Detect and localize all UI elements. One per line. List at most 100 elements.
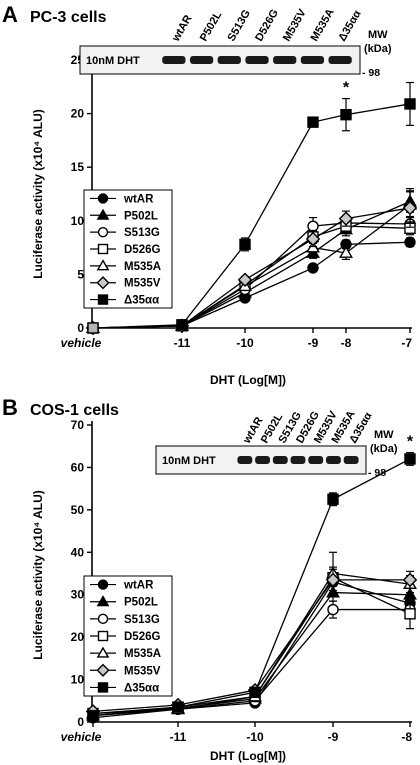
data-point (404, 453, 416, 465)
legend-marker (97, 613, 109, 625)
series-5 (85, 188, 418, 336)
data-point (172, 701, 184, 713)
blot-band (300, 56, 325, 64)
blot-lane-label: S513G (225, 8, 253, 44)
data-point (87, 709, 99, 722)
panel-title: COS-1 cells (30, 402, 119, 419)
data-point (402, 200, 418, 216)
y-tick-label: 20 (71, 107, 85, 121)
y-tick-label: 15 (71, 160, 85, 174)
data-point (237, 272, 253, 287)
y-tick-label: 5 (77, 267, 84, 281)
legend-label: M535A (124, 648, 161, 660)
series-line (92, 103, 411, 329)
legend-marker (97, 226, 109, 238)
mw-unit: (kDa) (364, 43, 392, 55)
data-point (87, 322, 99, 334)
x-tick-label: -11 (170, 730, 187, 744)
blot-band (343, 456, 359, 464)
blot-band (255, 456, 271, 464)
legend-marker (96, 276, 110, 290)
x-tick-label: -11 (174, 336, 191, 350)
data-point (176, 319, 188, 331)
blot-band (290, 456, 306, 464)
x-axis-label: DHT (Log[M]) (210, 373, 286, 387)
y-tick-label: 50 (71, 503, 85, 517)
x-axis-label: DHT (Log[M]) (210, 749, 286, 763)
significance-star: * (343, 80, 350, 97)
y-tick-label: 0 (77, 321, 84, 335)
legend-label: Δ35αα (124, 682, 159, 694)
series-line (92, 207, 411, 329)
blot-band (189, 56, 214, 64)
panel-B: B COS-1 cells 0 10 20 30 40 50 60 70 vehicle -11 -10… (2, 395, 418, 763)
x-tick-label: -9 (308, 336, 319, 350)
legend-label: P502L (124, 210, 158, 222)
blot-band (245, 56, 269, 64)
x-tick-label: vehicle (61, 336, 102, 350)
legend: wtAR P502L S513G D526G M535A M535V Δ35αα (83, 575, 173, 697)
legend-label: S513G (124, 614, 160, 626)
data-point (307, 116, 319, 128)
blot-band (272, 456, 288, 464)
legend-label: M535V (124, 665, 161, 677)
legend-marker (97, 682, 109, 693)
legend-label: S513G (124, 227, 160, 239)
data-point (339, 245, 353, 258)
legend-marker (97, 294, 109, 305)
legend-label: P502L (124, 597, 158, 609)
data-point (249, 686, 261, 698)
y-tick-label: 60 (71, 460, 85, 474)
y-tick-label: 0 (77, 715, 84, 729)
blot-lane-label: M535A (309, 7, 337, 44)
y-axis-label: Luciferase activity (x10⁴ ALU) (31, 109, 45, 279)
mw-header: MW (374, 429, 394, 441)
y-tick-label: 30 (71, 588, 85, 602)
blot-band (308, 456, 324, 464)
panel-title: PC-3 cells (30, 9, 107, 26)
legend-marker (96, 208, 110, 220)
legend-label: M535A (124, 261, 161, 273)
x-tick-label: -10 (236, 336, 254, 350)
data-point (239, 238, 251, 251)
data-point (340, 108, 352, 121)
legend-marker (97, 193, 109, 204)
y-tick-label: 10 (71, 214, 85, 228)
legend-label: Δ35αα (124, 295, 159, 307)
data-point (307, 220, 319, 232)
legend-label: M535V (124, 278, 161, 290)
legend-marker (97, 579, 109, 590)
blot-lane-label: D526G (253, 7, 281, 43)
x-tick-label: -7 (401, 336, 412, 350)
blot-band (273, 56, 297, 64)
y-tick-label: 20 (71, 630, 85, 644)
panel-letter: B (2, 395, 18, 420)
mw-marker: - 98 (368, 467, 386, 479)
x-tick-label: -10 (246, 730, 264, 744)
legend-marker (97, 630, 109, 642)
y-tick-label: 10 (71, 673, 85, 687)
blot-lane-label: P502L (198, 9, 225, 43)
data-point (404, 608, 416, 620)
legend-marker (96, 646, 110, 658)
blot-lane-label: M535V (281, 7, 309, 44)
y-axis-label: Luciferase activity (x10⁴ ALU) (31, 490, 45, 660)
data-point (327, 603, 339, 616)
legend-label: D526G (124, 244, 160, 256)
legend-marker (96, 663, 110, 677)
x-tick-label: vehicle (61, 730, 102, 744)
blot-condition-label: 10nM DHT (86, 55, 140, 67)
blot-band (328, 56, 352, 64)
mw-marker: - 98 (362, 67, 380, 79)
blot-band (237, 456, 253, 464)
blot-condition-label: 10nM DHT (162, 455, 216, 467)
legend-label: D526G (124, 631, 160, 643)
data-point (402, 572, 418, 588)
data-point (404, 98, 416, 110)
mw-unit: (kDa) (370, 443, 398, 455)
legend: wtAR P502L S513G D526G M535A M535V Δ35αα (83, 189, 173, 309)
panel-letter: A (2, 2, 18, 27)
x-tick-label: -9 (328, 730, 339, 744)
